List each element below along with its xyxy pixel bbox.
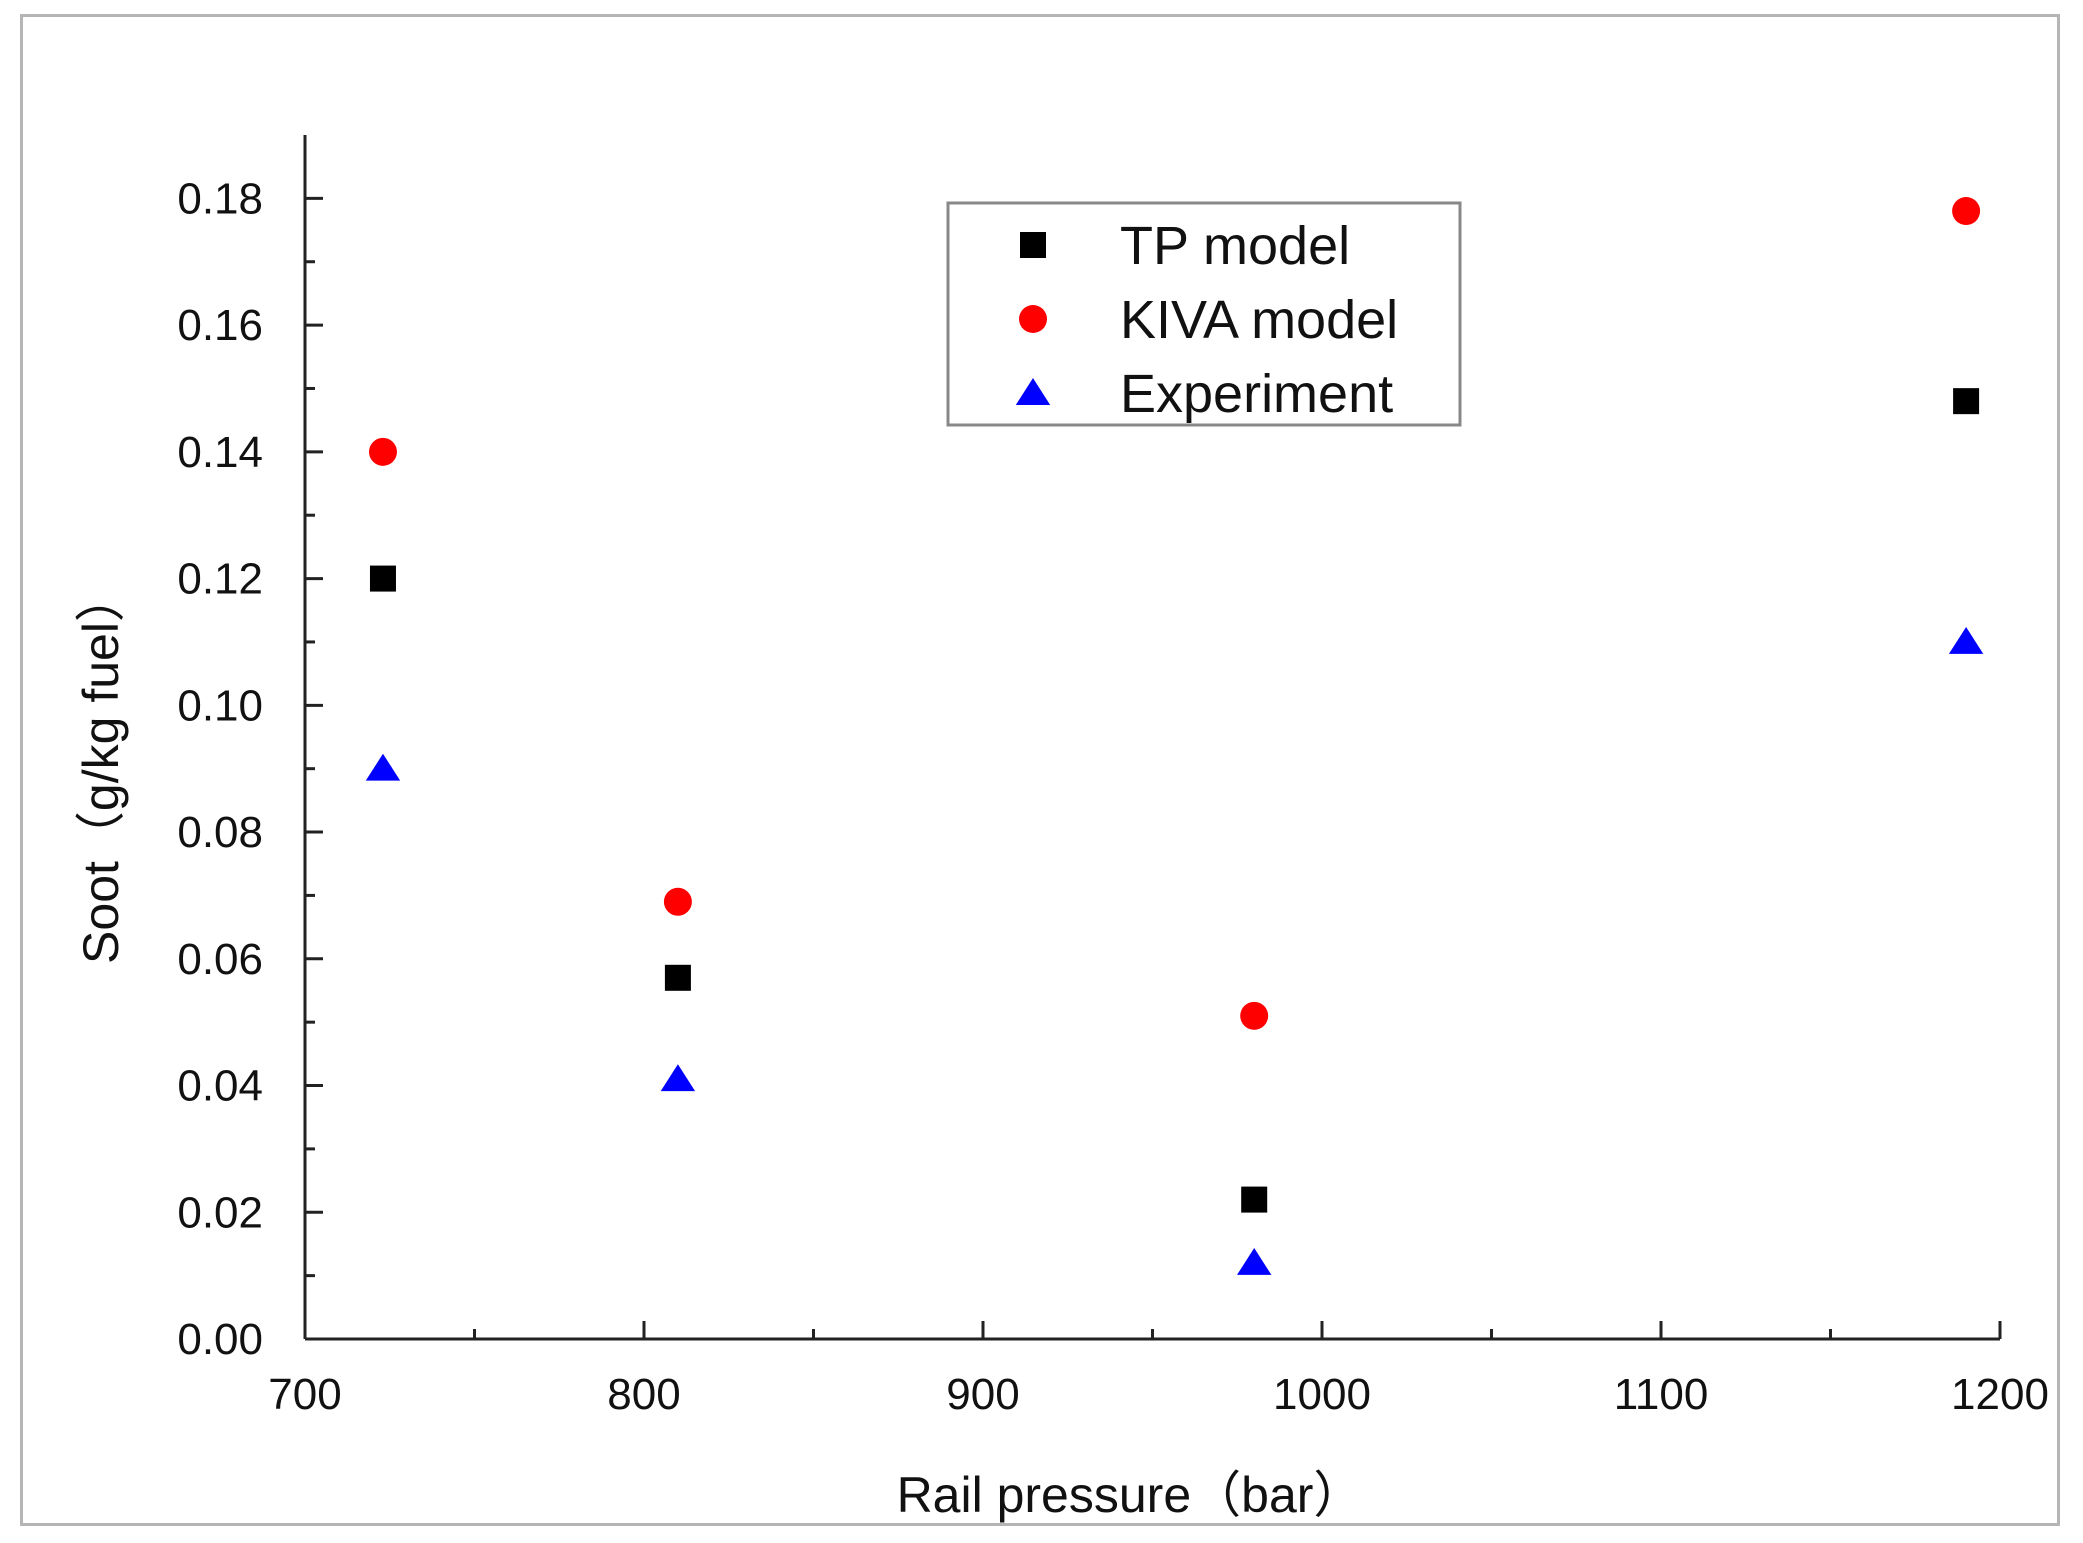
y-tick-label: 0.00	[177, 1315, 263, 1364]
kiva-model-point	[368, 437, 397, 466]
experiment-point	[1237, 1248, 1272, 1275]
legend-marker-experiment	[1015, 378, 1051, 405]
y-tick-label: 0.14	[177, 428, 263, 477]
x-axis-title: Rail pressure（bar）	[897, 1467, 1364, 1523]
x-tick-label: 800	[607, 1370, 680, 1419]
x-tick-label: 1100	[1614, 1370, 1709, 1419]
x-axis-ticks: 700 800 900 1000 1100 1200	[268, 1321, 2049, 1419]
x-tick-label: 700	[268, 1370, 341, 1419]
legend-label-tp-model: TP model	[1120, 216, 1350, 276]
data-points	[365, 197, 1984, 1275]
y-axis-title: Soot（g/kg fuel）	[73, 572, 129, 964]
y-tick-label: 0.16	[177, 301, 263, 350]
x-tick-label: 1200	[1951, 1370, 2049, 1419]
legend-label-experiment: Experiment	[1120, 364, 1393, 424]
y-tick-label: 0.08	[177, 808, 263, 857]
kiva-model-point	[1952, 197, 1981, 226]
y-tick-label: 0.02	[177, 1188, 263, 1237]
experiment-point	[365, 753, 401, 781]
y-tick-label: 0.06	[177, 935, 263, 984]
kiva-model-point	[663, 887, 692, 916]
legend: TP model KIVA model Experiment	[946, 201, 1462, 427]
tp-model-point	[1953, 388, 1980, 415]
tp-model-point	[369, 565, 396, 592]
x-tick-label: 900	[946, 1370, 1019, 1419]
experiment-point	[660, 1064, 696, 1092]
legend-marker-kiva-model	[1019, 305, 1047, 333]
y-tick-label: 0.04	[177, 1062, 263, 1111]
y-tick-label: 0.18	[177, 174, 263, 223]
legend-label-kiva-model: KIVA model	[1120, 290, 1398, 350]
y-tick-label: 0.10	[177, 681, 263, 730]
tp-model-point	[664, 964, 691, 991]
tp-model-point	[1241, 1186, 1268, 1213]
y-tick-label: 0.12	[177, 555, 263, 604]
y-axis-ticks: 0.00 0.02 0.04 0.06 0.08 0.10 0.12 0.14 0.16 0.18	[177, 174, 323, 1364]
experiment-point	[1948, 626, 1984, 654]
x-tick-label: 1000	[1273, 1370, 1371, 1419]
kiva-model-point	[1240, 1001, 1269, 1030]
legend-marker-tp-model	[1020, 232, 1046, 258]
